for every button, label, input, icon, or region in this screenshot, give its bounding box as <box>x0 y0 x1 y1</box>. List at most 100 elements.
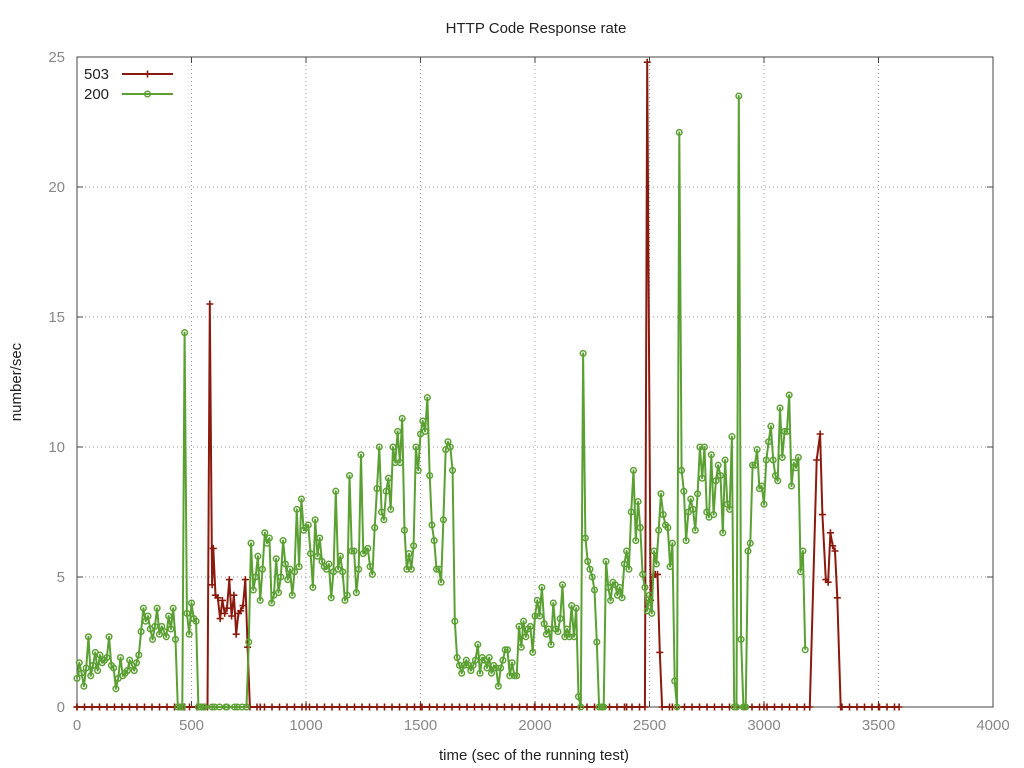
data-point-200 <box>139 604 147 612</box>
data-point-200 <box>581 534 589 542</box>
data-point-200 <box>547 641 555 649</box>
data-point-200 <box>281 560 289 568</box>
data-point-200 <box>387 505 395 513</box>
x-tick-label: 3500 <box>862 717 895 734</box>
data-point-200 <box>785 391 793 399</box>
data-point-200 <box>293 505 301 513</box>
data-point-200 <box>87 672 95 680</box>
data-point-200 <box>517 643 525 651</box>
baseline-point-200 <box>178 703 186 711</box>
data-point-200 <box>432 565 441 573</box>
x-tick-label: 500 <box>179 717 204 734</box>
baseline-point-200 <box>740 703 749 711</box>
data-point-200 <box>446 443 454 451</box>
data-point-200 <box>506 672 514 680</box>
data-point-200 <box>151 622 159 630</box>
data-point-200 <box>471 656 480 664</box>
data-point-503 <box>813 456 821 464</box>
data-point-200 <box>265 534 273 542</box>
baseline-point-200 <box>223 703 231 711</box>
data-point-200 <box>94 667 102 675</box>
data-point-200 <box>325 560 333 568</box>
data-point-200 <box>691 526 699 534</box>
data-point-200 <box>343 591 351 599</box>
baseline-point-503 <box>433 703 441 711</box>
data-point-200 <box>476 669 484 677</box>
data-point-200 <box>483 664 491 672</box>
data-point-200 <box>336 552 344 560</box>
data-point-200 <box>368 570 376 578</box>
data-point-200 <box>174 703 182 711</box>
data-point-200 <box>678 466 686 474</box>
data-point-503 <box>218 596 226 604</box>
legend-marker <box>144 70 151 78</box>
x-axis: 0 500 1000 1500 2000 2500 3000 3500 4000 <box>73 57 1010 734</box>
data-point-503 <box>816 430 824 438</box>
data-point-200 <box>256 596 264 604</box>
data-point-200 <box>84 633 92 641</box>
series-layer <box>73 58 903 711</box>
data-point-200 <box>165 612 173 620</box>
data-point-200 <box>474 641 482 649</box>
baseline-point-503 <box>73 703 81 711</box>
data-point-200 <box>671 677 679 685</box>
data-point-200 <box>451 617 459 625</box>
baseline-point-503 <box>688 703 696 711</box>
baseline-point-503 <box>538 703 546 711</box>
baseline-point-200 <box>215 703 224 711</box>
data-point-200 <box>485 654 493 662</box>
x-tick-label: 1500 <box>404 717 437 734</box>
baseline-point-503 <box>876 703 883 711</box>
data-point-503 <box>230 591 238 599</box>
data-point-200 <box>352 589 360 597</box>
data-point-200 <box>712 477 720 485</box>
data-point-200 <box>398 414 406 422</box>
data-point-200 <box>96 651 104 659</box>
data-point-200 <box>774 477 782 485</box>
y-tick-label: 0 <box>57 699 65 716</box>
data-point-200 <box>455 661 463 669</box>
data-point-200 <box>355 565 363 573</box>
data-point-200 <box>405 550 413 558</box>
data-point-200 <box>588 573 596 581</box>
data-point-200 <box>595 703 603 711</box>
data-point-503 <box>824 578 832 586</box>
data-point-200 <box>794 453 802 461</box>
baseline-point-503 <box>868 703 876 711</box>
data-point-200 <box>430 537 438 545</box>
data-point-200 <box>657 490 665 498</box>
baseline-point-503 <box>786 703 793 711</box>
data-point-200 <box>345 472 354 480</box>
data-point-200 <box>593 638 601 646</box>
data-point-200 <box>645 591 654 599</box>
data-point-200 <box>407 565 415 573</box>
baseline-point-503 <box>448 703 456 711</box>
data-point-200 <box>636 524 644 532</box>
data-point-200 <box>297 495 305 503</box>
data-point-200 <box>414 466 422 474</box>
data-point-200 <box>618 594 626 602</box>
data-point-200 <box>700 443 709 451</box>
baseline-point-503 <box>313 703 321 711</box>
data-point-200 <box>783 427 791 435</box>
baseline-point-503 <box>388 703 396 711</box>
data-point-200 <box>673 703 681 711</box>
baseline-point-503 <box>81 703 88 711</box>
legend-item-503: 503 <box>84 66 173 83</box>
legend-marker <box>143 90 152 98</box>
baseline-point-503 <box>298 703 306 711</box>
data-point-200 <box>403 565 411 573</box>
data-point-200 <box>664 524 672 532</box>
baseline-point-200 <box>200 703 209 711</box>
data-point-200 <box>769 456 777 464</box>
baseline-point-503 <box>778 703 786 711</box>
data-point-200 <box>149 635 157 643</box>
data-point-200 <box>634 498 642 506</box>
x-tick-label: 4000 <box>976 717 1009 734</box>
data-point-200 <box>577 703 585 711</box>
data-point-200 <box>639 570 647 578</box>
data-point-200 <box>726 505 734 513</box>
data-point-200 <box>181 329 189 337</box>
data-point-200 <box>288 591 296 599</box>
baseline-point-503 <box>133 703 141 711</box>
